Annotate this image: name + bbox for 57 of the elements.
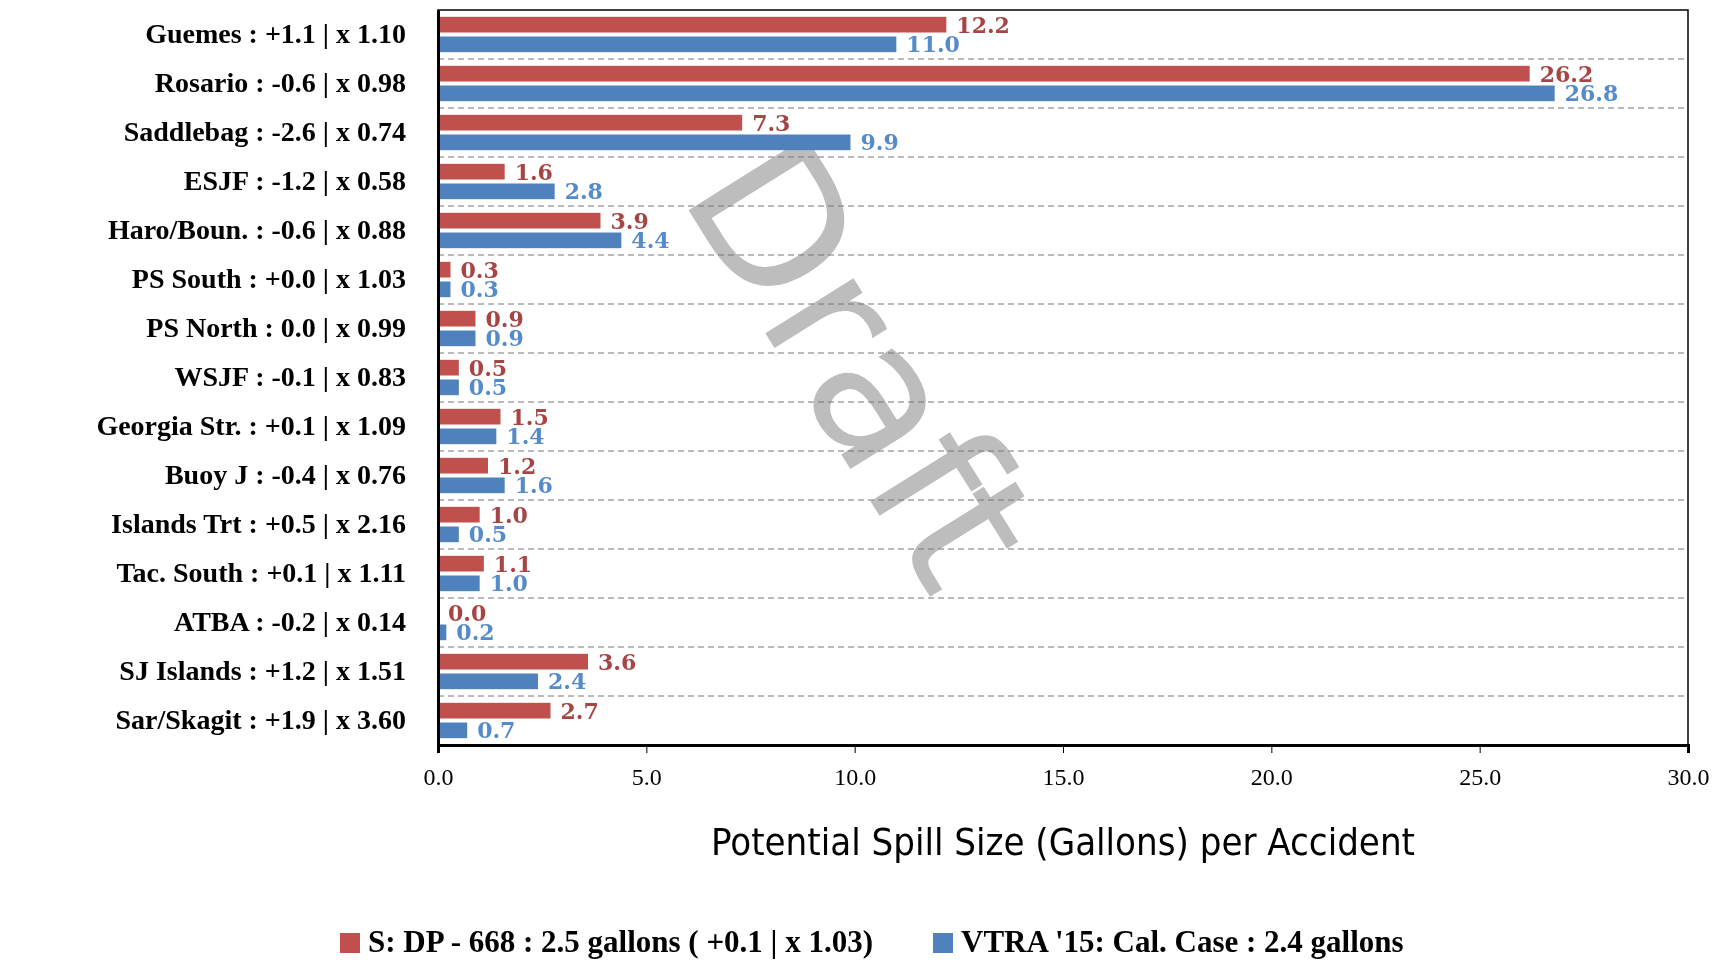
legend-label: S: DP - 668 : 2.5 gallons ( +0.1 | x 1.03) <box>368 924 873 959</box>
bar <box>438 232 622 249</box>
data-label: 0.7 <box>477 717 516 744</box>
y-tick-label: Haro/Boun. : -0.6 | x 0.88 <box>107 214 406 246</box>
data-label: 7.3 <box>752 109 791 136</box>
bar <box>438 477 505 494</box>
data-label: 9.9 <box>860 129 899 156</box>
y-tick-label: ATBA : -0.2 | x 0.14 <box>174 606 406 638</box>
bar <box>438 330 476 347</box>
legend-label: VTRA '15: Cal. Case : 2.4 gallons <box>961 924 1404 959</box>
bar <box>438 85 1555 102</box>
bar <box>438 36 897 53</box>
y-tick-label: Islands Trt : +0.5 | x 2.16 <box>111 508 406 540</box>
bar <box>438 555 484 572</box>
y-tick-label: SJ Islands : +1.2 | x 1.51 <box>119 655 406 687</box>
bar <box>438 408 501 425</box>
y-tick-label: ESJF : -1.2 | x 0.58 <box>183 165 406 197</box>
y-tick-label: Guemes : +1.1 | x 1.10 <box>145 18 406 50</box>
bar <box>438 359 459 376</box>
y-tick-label: PS South : +0.0 | x 1.03 <box>131 263 406 295</box>
bar <box>438 428 497 445</box>
y-tick-label: Buoy J : -0.4 | x 0.76 <box>164 459 406 491</box>
x-axis-title: Potential Spill Size (Gallons) per Accident <box>711 820 1415 864</box>
data-label: 2.7 <box>560 697 599 724</box>
bar <box>438 702 551 719</box>
bar <box>438 673 538 690</box>
data-label: 2.8 <box>564 178 603 205</box>
x-tick-label: 15.0 <box>1042 763 1085 790</box>
bar <box>438 16 947 33</box>
bar <box>438 653 588 670</box>
bar <box>438 163 505 180</box>
x-tick-label: 5.0 <box>631 763 662 790</box>
x-tick-label: 0.0 <box>423 763 454 790</box>
bar <box>438 457 488 474</box>
bar <box>438 114 743 131</box>
data-label: 2.4 <box>548 668 587 695</box>
x-tick-label: 10.0 <box>834 763 877 790</box>
y-tick-label: Rosario : -0.6 | x 0.98 <box>154 67 406 99</box>
data-label: 3.6 <box>598 648 637 675</box>
bar <box>438 65 1530 82</box>
data-label: 1.6 <box>514 158 553 185</box>
x-tick-label: 30.0 <box>1667 763 1710 790</box>
y-tick-label: Georgia Str. : +0.1 | x 1.09 <box>96 410 406 442</box>
y-tick-label: Saddlebag : -2.6 | x 0.74 <box>123 116 406 148</box>
x-tick-label: 25.0 <box>1459 763 1502 790</box>
y-tick-label: PS North : 0.0 | x 0.99 <box>146 312 406 344</box>
bar <box>438 212 601 229</box>
y-tick-label: WSJF : -0.1 | x 0.83 <box>174 361 406 393</box>
x-tick-label: 20.0 <box>1250 763 1293 790</box>
y-tick-label: Sar/Skagit : +1.9 | x 3.60 <box>115 704 406 736</box>
bar <box>438 261 451 278</box>
bar <box>438 575 480 592</box>
bar <box>438 310 476 327</box>
bar <box>438 183 555 200</box>
y-tick-label: Tac. South : +0.1 | x 1.11 <box>116 557 406 589</box>
bar <box>438 506 480 523</box>
bar <box>438 134 851 151</box>
